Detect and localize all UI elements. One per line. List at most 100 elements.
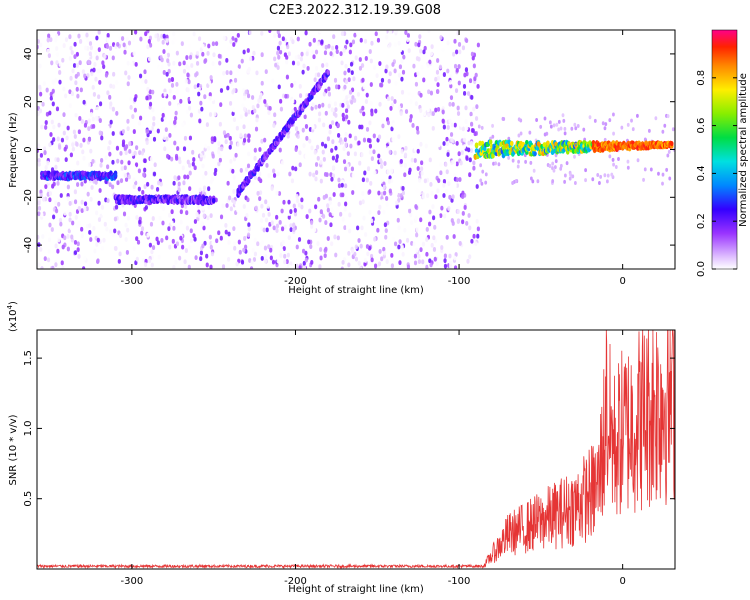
spectrogram-cell [145,129,149,134]
spectrogram-cell [301,127,305,133]
spectrogram-cell [450,218,454,223]
spectrogram-cell [201,205,205,211]
spectrogram-cell [591,177,595,182]
spectrogram-cell [236,32,240,38]
spectrogram-cell [387,78,391,84]
spectrogram-cell [186,87,190,93]
spectrogram-cell [162,70,166,75]
spectrogram-cell [416,129,420,135]
spectrogram-cell [155,249,159,254]
spectrogram-cell [277,33,281,39]
spectrogram-cell [41,101,45,107]
spectrogram-cell [55,46,59,51]
spectrogram-cell [314,49,319,55]
spectrogram-cell [188,245,192,250]
spectrogram-cell [118,251,122,257]
spectrogram-cell [576,123,580,128]
spectrogram-cell [269,255,273,261]
spectrogram-cell [62,86,66,92]
spectrogram-cell [185,55,189,60]
spectrogram-cell [469,116,474,121]
spectrogram-cell [78,60,82,66]
spectrogram-cell [148,242,152,248]
spectrogram-cell [163,146,167,152]
spectrogram-y-tick-label: 40 [23,48,34,61]
spectrogram-cell [254,205,258,211]
spectrogram-feature-cell [279,135,284,141]
spectrogram-cell [661,181,664,186]
spectrogram-cell [98,79,102,85]
spectrogram-cell [468,72,472,78]
spectrogram-cell [663,123,667,128]
spectrogram-cell [432,247,437,252]
spectrogram-cell [180,41,184,47]
spectrogram-cell [305,93,309,98]
spectrogram-feature-cell [211,197,216,204]
spectrogram-cell [225,57,229,63]
spectrogram-cell [241,103,245,109]
spectrogram-cell [42,196,46,202]
spectrogram-cell [287,214,291,220]
spectrogram-cell [463,72,467,78]
spectrogram-cell [442,182,446,188]
spectrogram-cell [260,240,265,246]
spectrogram-cell [136,239,141,245]
spectrogram-cell [562,118,566,123]
spectrogram-cell [147,258,152,264]
spectrogram-cell [431,111,435,117]
spectrogram-cell [232,226,236,231]
spectrogram-cell [328,129,332,135]
spectrogram-cell [333,101,338,107]
spectrogram-cell [100,135,104,141]
spectrogram-cell [599,174,603,179]
spectrogram-cell [559,166,563,171]
spectrogram-cell [554,159,558,164]
spectrogram-cell [106,198,110,203]
spectrogram-cell [292,65,296,70]
spectrogram-cell [280,248,284,254]
spectrogram-cell [446,152,450,157]
colorbar-tick-label: 0.2 [696,213,707,229]
spectrogram-cell [436,89,440,94]
spectrogram-cell [223,248,228,253]
spectrogram-cell [63,210,67,216]
spectrogram-cell [536,179,540,184]
spectrogram-cell [309,220,314,225]
spectrogram-cell [557,127,561,132]
spectrogram-cell [146,86,150,92]
spectrogram-cell [438,64,443,70]
spectrogram-cell [285,74,290,80]
spectrogram-cell [399,159,403,164]
spectrogram-cell [347,67,351,73]
spectrogram-cell [234,37,238,43]
spectrogram-cell [283,224,287,230]
spectrogram-cell [137,120,142,126]
spectrogram-cell [456,105,460,111]
spectrogram-cell [167,61,171,67]
spectrogram-cell [476,83,480,89]
spectrogram-cell [106,90,110,96]
spectrogram-cell [106,37,110,43]
spectrogram-cell [406,37,410,43]
spectrogram-cell [354,55,358,61]
spectrogram-cell [345,163,350,169]
spectrogram-cell [66,246,70,252]
spectrogram-cell [186,72,190,78]
spectrogram-cell [272,168,276,174]
spectrogram-cell [300,51,304,57]
spectrogram-cell [61,57,65,63]
spectrogram-cell [388,188,392,194]
spectrogram-y-tick-label: 20 [23,95,34,108]
spectrogram-cell [549,124,553,129]
spectrogram-cell [459,122,464,128]
spectrogram-cell [450,197,454,203]
spectrogram-cell [123,49,127,55]
spectrogram-cell [263,258,268,264]
colorbar-tick-label: 0.4 [696,165,707,181]
spectrogram-cell [195,51,200,56]
spectrogram-cell [95,106,100,112]
spectrogram-cell [68,103,72,108]
spectrogram-cell [451,101,455,107]
spectrogram-cell [143,167,147,173]
spectrogram-cell [472,106,476,112]
